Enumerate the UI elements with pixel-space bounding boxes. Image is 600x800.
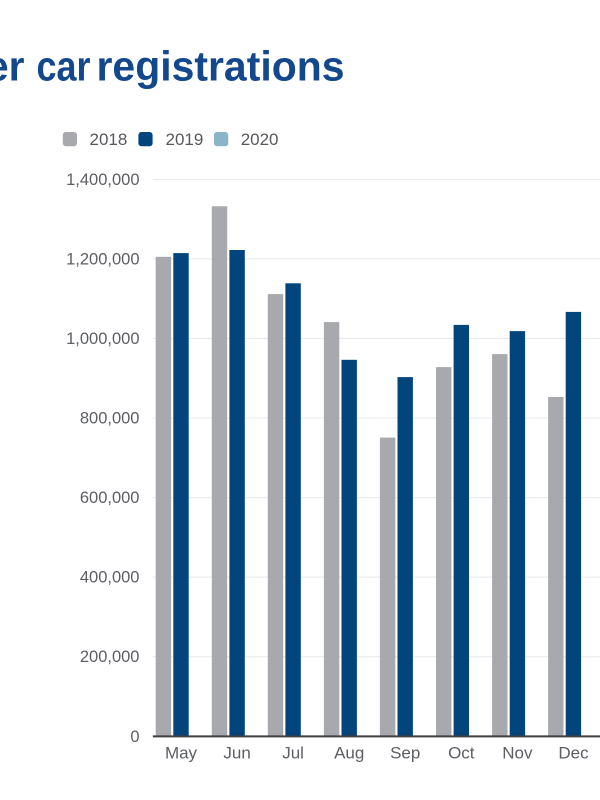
svg-text:1,400,000: 1,400,000 xyxy=(66,171,139,189)
svg-text:600,000: 600,000 xyxy=(80,489,140,507)
svg-text:registrations: registrations xyxy=(97,43,345,90)
svg-text:2018: 2018 xyxy=(90,130,128,149)
svg-text:er: er xyxy=(0,43,25,90)
svg-text:Sep: Sep xyxy=(390,744,420,763)
svg-text:Jun: Jun xyxy=(223,744,250,763)
svg-text:800,000: 800,000 xyxy=(80,410,140,428)
svg-text:2020: 2020 xyxy=(241,130,279,149)
svg-text:200,000: 200,000 xyxy=(80,648,140,666)
svg-text:Oct: Oct xyxy=(448,744,475,763)
svg-text:May: May xyxy=(165,744,198,763)
svg-text:Dec: Dec xyxy=(558,744,589,763)
svg-text:2019: 2019 xyxy=(166,130,204,149)
svg-text:1,000,000: 1,000,000 xyxy=(66,330,139,348)
svg-text:car: car xyxy=(37,43,91,90)
svg-text:1,200,000: 1,200,000 xyxy=(66,250,139,268)
svg-text:400,000: 400,000 xyxy=(80,569,140,587)
svg-text:Aug: Aug xyxy=(334,744,364,763)
svg-text:0: 0 xyxy=(130,728,139,746)
svg-text:Jul: Jul xyxy=(282,744,304,763)
svg-text:Nov: Nov xyxy=(502,744,533,763)
